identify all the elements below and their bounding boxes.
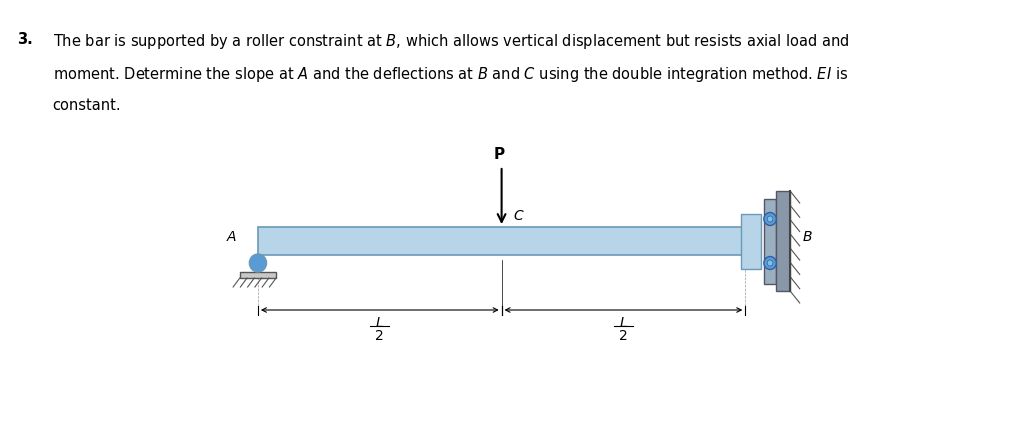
Bar — [258, 227, 745, 256]
Text: The bar is supported by a roller constraint at $B$, which allows vertical displa: The bar is supported by a roller constra… — [52, 32, 849, 51]
Bar — [741, 214, 761, 269]
Circle shape — [764, 257, 776, 270]
Text: constant.: constant. — [52, 98, 121, 113]
Text: $A$: $A$ — [225, 230, 237, 243]
Text: $B$: $B$ — [802, 230, 812, 243]
Circle shape — [250, 254, 266, 272]
Text: 2: 2 — [376, 328, 384, 342]
Bar — [764, 199, 776, 284]
Text: $L$: $L$ — [376, 315, 384, 329]
Circle shape — [767, 216, 773, 222]
Circle shape — [767, 260, 773, 266]
Text: moment. Determine the slope at $A$ and the deflections at $B$ and $C$ using the : moment. Determine the slope at $A$ and t… — [52, 65, 848, 84]
Text: P: P — [494, 147, 504, 161]
Text: $C$: $C$ — [513, 208, 524, 222]
Circle shape — [764, 213, 776, 226]
Text: $L$: $L$ — [618, 315, 628, 329]
Bar — [240, 272, 276, 278]
Text: 3.: 3. — [17, 32, 33, 47]
Bar — [776, 192, 791, 291]
Text: 2: 2 — [620, 328, 628, 342]
